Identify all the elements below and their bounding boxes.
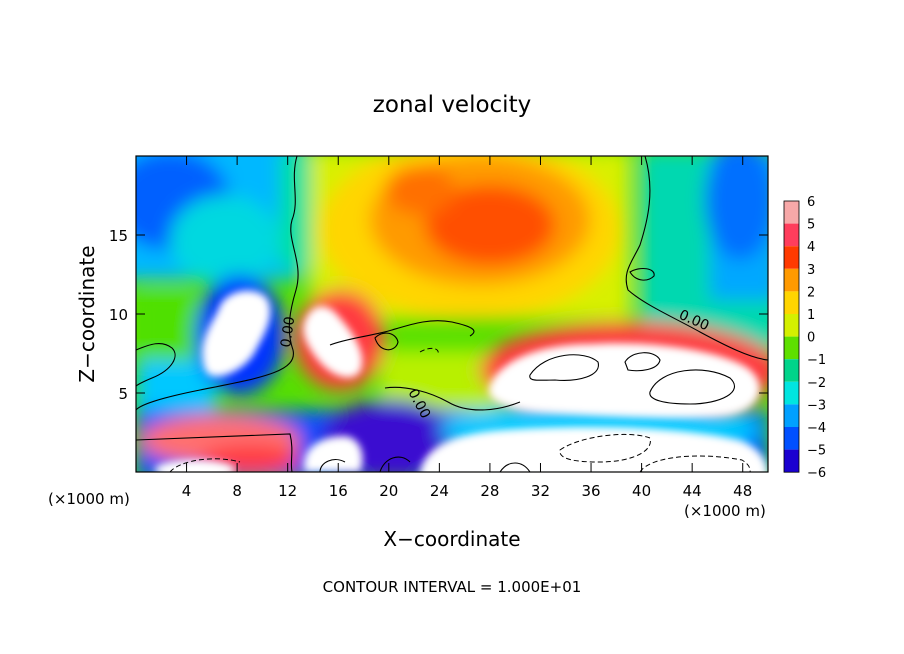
x-tick-label: 24 [430, 482, 449, 500]
x-tick-label: 48 [733, 482, 752, 500]
colorbar: 6 5 4 3 2 1 0 −1 −2 −3 −4 −5 −6 [783, 195, 826, 481]
colorbar-label: −6 [807, 466, 826, 481]
x-axis: 4 8 12 16 20 24 28 32 36 40 44 48 [182, 156, 752, 500]
colorbar-frame [783, 200, 800, 473]
x-tick-label: 36 [581, 482, 600, 500]
x-tick-label: 28 [480, 482, 499, 500]
colorbar-swatch [784, 314, 799, 337]
y-tick-label: 5 [118, 385, 128, 403]
y-tick-label: 10 [109, 306, 128, 324]
x-tick-label: 20 [379, 482, 398, 500]
colorbar-label: 3 [807, 263, 815, 278]
x-tick-label: 16 [329, 482, 348, 500]
colorbar-label: 0 [807, 331, 815, 346]
colorbar-label: −5 [807, 444, 826, 459]
colorbar-label: 5 [807, 218, 815, 233]
colorbar-swatch [784, 427, 799, 450]
colorbar-swatch [784, 381, 799, 405]
x-tick-label: 8 [232, 482, 242, 500]
y-axis-label: Z−coordinate [75, 245, 99, 382]
colorbar-label: 2 [807, 285, 815, 300]
colorbar-swatch [784, 246, 799, 269]
colorbar-label: 6 [807, 195, 815, 210]
colorbar-label: −4 [807, 421, 826, 436]
colorbar-swatch [784, 449, 799, 473]
colorbar-swatch [784, 404, 799, 427]
colorbar-label: −2 [807, 376, 826, 391]
x-tick-label: 40 [632, 482, 651, 500]
colorbar-swatch [784, 336, 799, 360]
y-axis: 5 10 15 [109, 227, 768, 403]
colorbar-label: 1 [807, 308, 815, 323]
y-tick-label: 15 [109, 227, 128, 245]
chart-title: zonal velocity [373, 92, 531, 118]
contour-label: 0.00 [278, 315, 298, 348]
colorbar-swatch [784, 201, 799, 224]
x-unit-right: (×1000 m) [684, 502, 766, 520]
x-unit-left: (×1000 m) [48, 490, 130, 508]
colorbar-label: −3 [807, 398, 826, 413]
plot-area: 0.00 0.00 0.00 [136, 156, 768, 472]
x-tick-label: 32 [531, 482, 550, 500]
colorbar-swatch [784, 291, 799, 314]
x-axis-label: X−coordinate [383, 527, 520, 551]
x-tick-label: 44 [683, 482, 702, 500]
x-tick-label: 12 [278, 482, 297, 500]
colorbar-label: 4 [807, 240, 815, 255]
colorbar-swatch [784, 268, 799, 292]
colorbar-label: −1 [807, 353, 826, 368]
footer-text: CONTOUR INTERVAL = 1.000E+01 [323, 578, 582, 596]
x-tick-label: 4 [182, 482, 192, 500]
colorbar-swatch [784, 359, 799, 382]
colorbar-swatch [784, 223, 799, 247]
